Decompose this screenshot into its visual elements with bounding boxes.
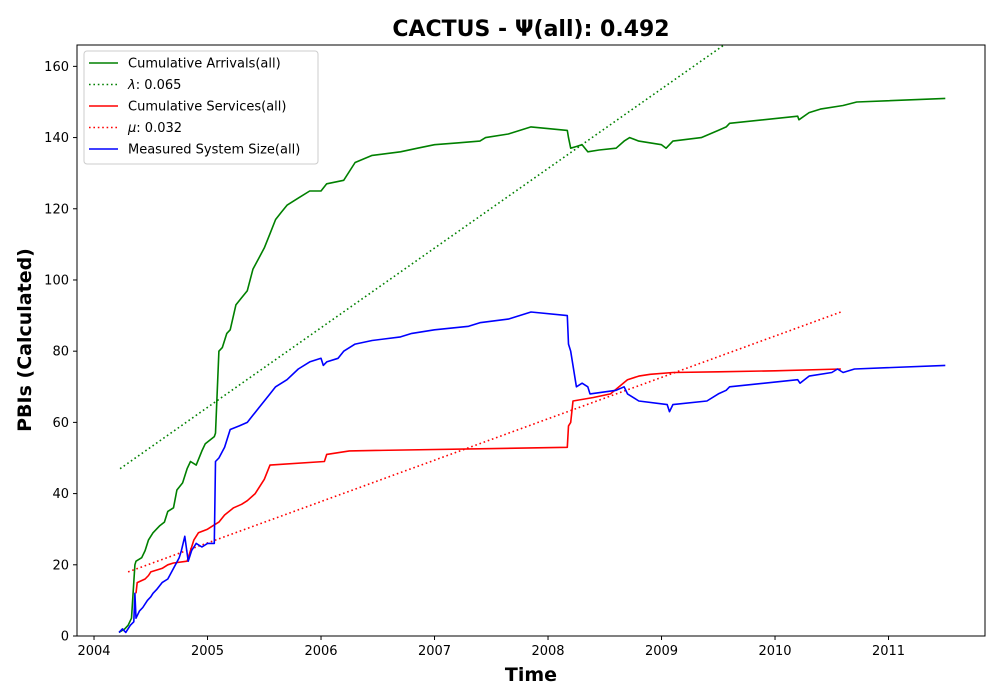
x-tick-label: 2011 xyxy=(872,644,905,659)
series-line-1 xyxy=(118,97,946,634)
x-axis: 2004 2005 2006 2007 2008 2009 2010 2011 xyxy=(77,636,905,659)
legend-label-1: Cumulative Arrivals(all) xyxy=(128,57,281,72)
x-tick-label: 2010 xyxy=(758,644,791,659)
x-tick-label: 2008 xyxy=(531,644,564,659)
y-tick-label: 60 xyxy=(52,416,69,431)
y-axis: 0 20 40 60 80 100 120 140 160 xyxy=(44,60,77,645)
legend-label-4: μ: 0.032 xyxy=(127,121,182,136)
legend-label-5: Measured System Size(all) xyxy=(128,143,300,158)
y-tick-label: 120 xyxy=(44,202,69,217)
chart-title: CACTUS - Ψ(all): 0.492 xyxy=(392,17,669,42)
x-tick-label: 2007 xyxy=(418,644,451,659)
series-line-5 xyxy=(118,311,946,634)
x-tick-label: 2006 xyxy=(304,644,337,659)
y-tick-label: 0 xyxy=(61,630,69,645)
y-tick-label: 20 xyxy=(52,558,69,573)
legend-label-2: λ: 0.065 xyxy=(127,78,181,93)
series-line-4 xyxy=(127,311,842,573)
x-tick-label: 2004 xyxy=(77,644,110,659)
plot-area xyxy=(118,45,946,634)
series-line-3 xyxy=(135,368,841,594)
legend-label-3: Cumulative Services(all) xyxy=(128,100,286,115)
legend: Cumulative Arrivals(all) λ: 0.065 Cumulati… xyxy=(83,50,319,165)
y-tick-label: 80 xyxy=(52,345,69,360)
legend-box xyxy=(83,50,319,165)
axes-frame xyxy=(76,44,986,637)
y-tick-label: 40 xyxy=(52,487,69,502)
y-tick-label: 140 xyxy=(44,131,69,146)
x-tick-label: 2009 xyxy=(645,644,678,659)
y-tick-label: 100 xyxy=(44,273,69,288)
x-axis-label: Time xyxy=(505,664,557,686)
x-tick-label: 2005 xyxy=(191,644,224,659)
y-tick-label: 160 xyxy=(44,60,69,75)
y-axis-label: PBIs (Calculated) xyxy=(14,248,36,432)
